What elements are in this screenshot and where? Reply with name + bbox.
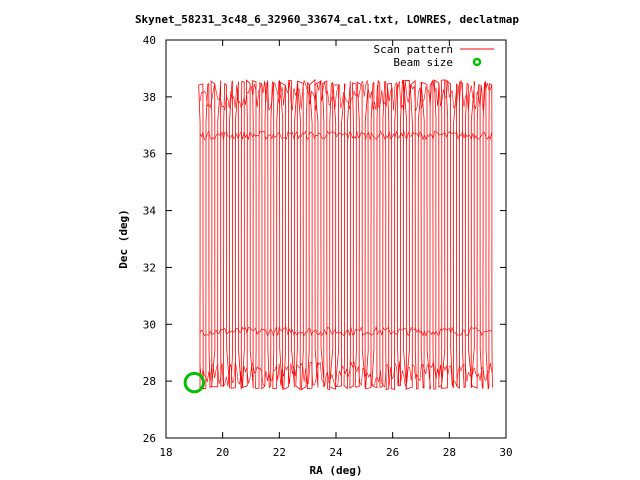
scan-band-3 [199,129,493,141]
y-axis-label: Dec (deg) [117,209,130,269]
plot-frame [165,39,507,439]
y-tick-label: 40 [143,34,156,47]
scan-pattern-line [198,78,493,391]
y-tick-label: 30 [143,318,156,331]
x-tick-label: 26 [386,446,399,459]
x-tick-label: 22 [273,446,286,459]
x-tick-label: 30 [499,446,512,459]
x-tick-label: 20 [216,446,229,459]
y-tick-label: 38 [143,91,156,104]
scan-pattern-series [198,78,493,391]
beam-size-series [183,371,206,394]
y-tick-label: 34 [143,205,157,218]
x-tick-labels: 18 20 22 24 26 28 30 [159,446,512,459]
y-tick-label: 28 [143,375,156,388]
chart-title: Skynet_58231_3c48_6_32960_33674_cal.txt,… [135,13,519,26]
scan-band-1 [199,79,493,111]
x-axis-label: RA (deg) [310,464,363,477]
x-tick-label: 24 [329,446,343,459]
y-tick-label: 32 [143,261,156,274]
y-tick-label: 36 [143,148,156,161]
y-tick-label: 26 [143,432,156,445]
x-tick-label: 18 [159,446,172,459]
y-tick-labels: 26 28 30 32 34 36 38 40 [143,34,157,445]
scan-band-2 [199,326,492,337]
legend-swatch-beam-size [472,57,482,67]
beam-size-circle [183,371,206,394]
legend-label-scan-pattern: Scan pattern [374,43,453,56]
legend: Scan pattern Beam size [374,43,494,69]
x-tick-label: 28 [443,446,456,459]
legend-label-beam-size: Beam size [393,56,453,69]
scan-band-0 [199,361,493,388]
